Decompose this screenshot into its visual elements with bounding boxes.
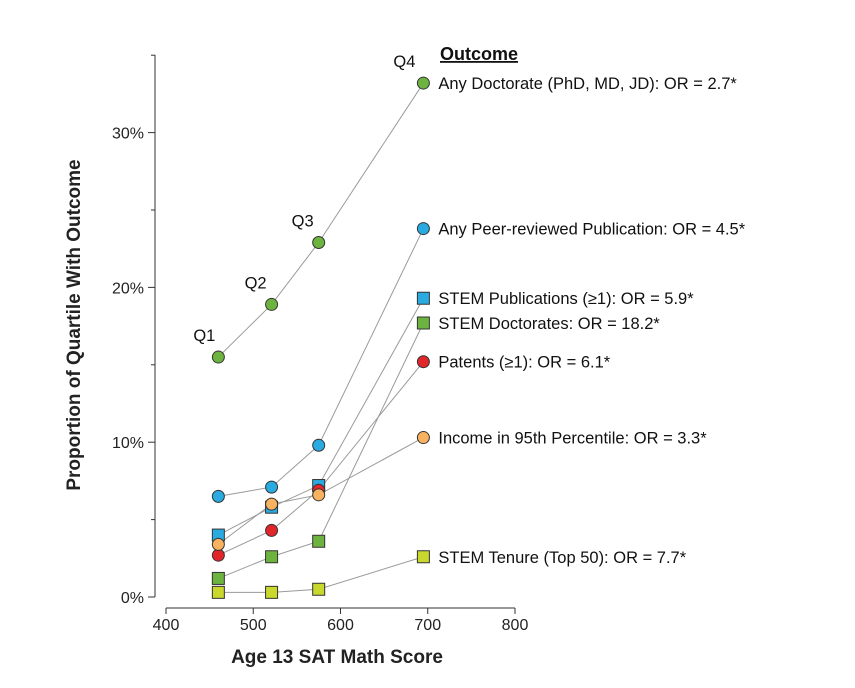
data-point <box>211 350 225 364</box>
series-line <box>218 297 424 536</box>
data-point <box>265 297 279 311</box>
data-point <box>265 523 279 537</box>
series-label: STEM Publications (≥1): OR = 5.9* <box>438 290 694 308</box>
y-tick-label: 0% <box>121 590 144 607</box>
series-line <box>217 82 424 358</box>
axes: 0% 10% 20% 30% 400 500 600 700 800 <box>112 54 529 634</box>
x-tick-label: 700 <box>414 617 441 634</box>
data-point <box>265 497 279 511</box>
legend-title: Outcome <box>440 44 518 64</box>
series-label: Any Doctorate (PhD, MD, JD): OR = 2.7* <box>438 75 737 93</box>
series-line <box>218 361 424 556</box>
data-point <box>416 355 430 369</box>
data-point <box>312 534 326 548</box>
data-point <box>211 537 225 551</box>
x-tick-label: 400 <box>153 617 180 634</box>
quartile-label: Q4 <box>393 53 415 71</box>
data-point <box>416 76 430 90</box>
data-point <box>312 488 326 502</box>
x-tick-label: 500 <box>240 617 267 634</box>
series-line <box>218 322 424 579</box>
y-tick-label: 10% <box>112 435 144 452</box>
quartile-label: Q3 <box>292 213 314 231</box>
series-label: STEM Doctorates: OR = 18.2* <box>438 315 660 333</box>
data-point <box>265 480 279 494</box>
data-point <box>211 571 225 585</box>
data-point <box>416 316 430 330</box>
data-point <box>416 222 430 236</box>
data-point <box>416 291 430 305</box>
series-lines <box>217 82 424 593</box>
series-line <box>218 228 424 497</box>
y-tick-label: 20% <box>112 280 144 297</box>
data-point <box>416 550 430 564</box>
series-line <box>218 556 424 593</box>
x-axis-title: Age 13 SAT Math Score <box>231 647 443 668</box>
data-point <box>416 431 430 445</box>
quartile-label: Q1 <box>193 327 215 345</box>
y-tick-label: 30% <box>112 126 144 143</box>
x-tick-label: 600 <box>327 617 354 634</box>
y-axis-title: Proportion of Quartile With Outcome <box>64 159 85 490</box>
series-markers <box>211 76 430 599</box>
series-label: Patents (≥1): OR = 6.1* <box>438 354 610 372</box>
x-tick-label: 800 <box>502 617 529 634</box>
series-label: STEM Tenure (Top 50): OR = 7.7* <box>438 549 686 567</box>
data-point <box>211 585 225 599</box>
data-point <box>265 585 279 599</box>
data-point <box>265 550 279 564</box>
data-point <box>312 582 326 596</box>
data-point <box>312 236 326 250</box>
series-line <box>218 437 424 545</box>
series-label: Income in 95th Percentile: OR = 3.3* <box>438 430 707 448</box>
quartile-label: Q2 <box>245 274 267 292</box>
labels: Age 13 SAT Math Score Proportion of Quar… <box>64 44 746 668</box>
data-point <box>211 548 225 562</box>
data-point <box>312 438 326 452</box>
series-label: Any Peer-reviewed Publication: OR = 4.5* <box>438 221 745 239</box>
data-point <box>211 489 225 503</box>
